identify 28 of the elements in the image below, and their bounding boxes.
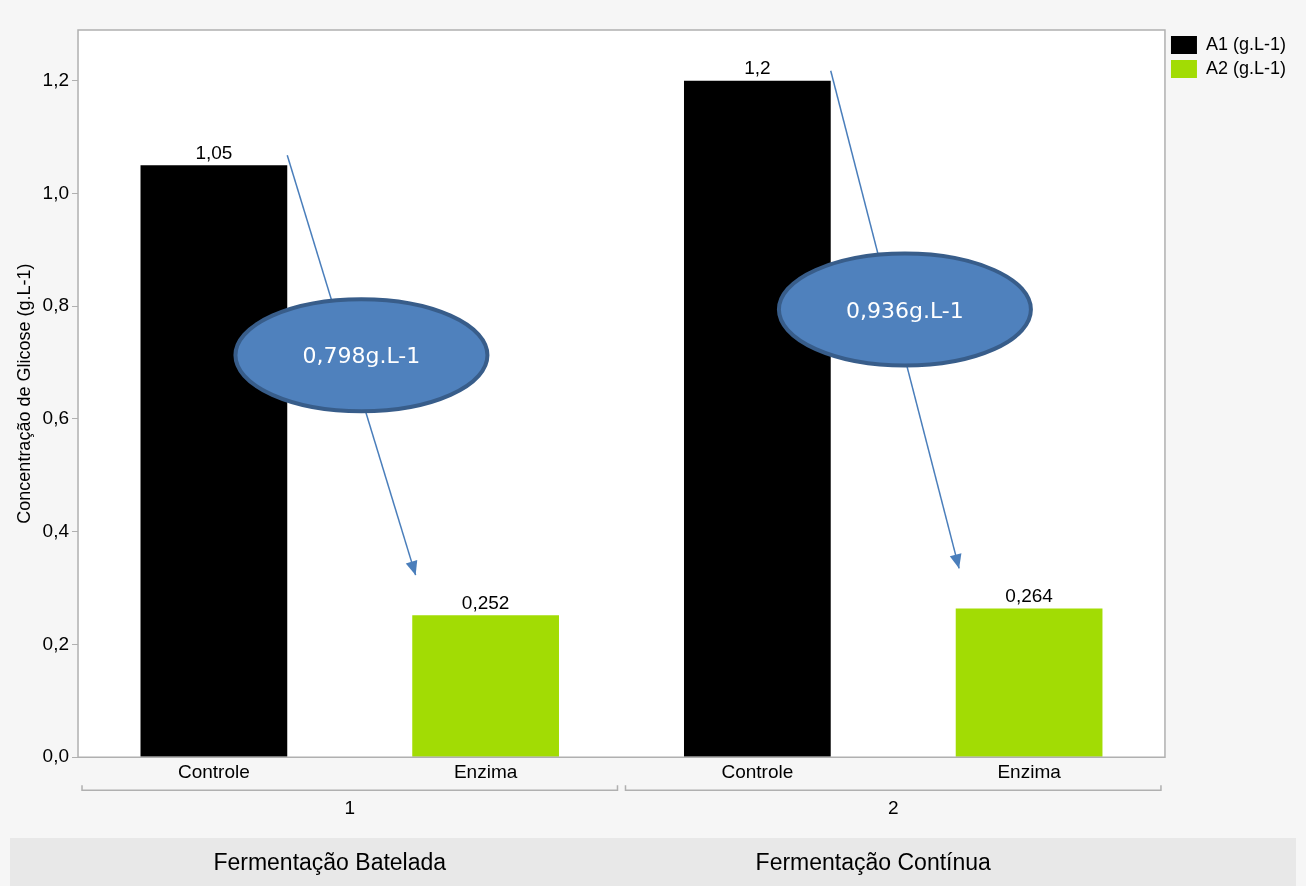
y-tick-label: 0,2 [42,632,70,654]
text: 2 [887,797,899,819]
bar [683,80,831,757]
y-tick-label: 1,0 [42,181,70,203]
bar [140,165,288,757]
bar [955,608,1103,757]
x-tick-label: Enzima [453,760,518,782]
y-tick-label: 0,4 [42,519,70,541]
legend-label: A2 (g.L-1) [1205,57,1287,78]
y-tick-label: 1,2 [42,68,70,90]
text: Fermentação Batelada [213,849,447,876]
y-tick-label: 0,6 [42,407,70,429]
annotation: 0,798g.L-1 [302,343,421,369]
text: 1 [344,797,356,819]
data-label: 0,264 [1005,585,1054,607]
y-axis-title: Concentração de Glicose (g.L-1) [13,263,34,524]
x-tick-label: Enzima [997,760,1062,782]
x-tick-label: Controle [177,760,250,782]
legend-label: A1 (g.L-1) [1205,33,1287,54]
bar [412,615,559,757]
y-tick-label: 0,8 [42,294,70,316]
data-label: 1,2 [744,57,771,79]
y-tick-label: 0,0 [42,745,70,767]
annotation: 0,936g.L-1 [846,297,964,323]
data-label: 1,05 [195,142,233,164]
data-label: 0,252 [461,591,510,613]
text: Fermentação Contínua [755,849,991,876]
x-tick-label: Controle [721,760,794,782]
